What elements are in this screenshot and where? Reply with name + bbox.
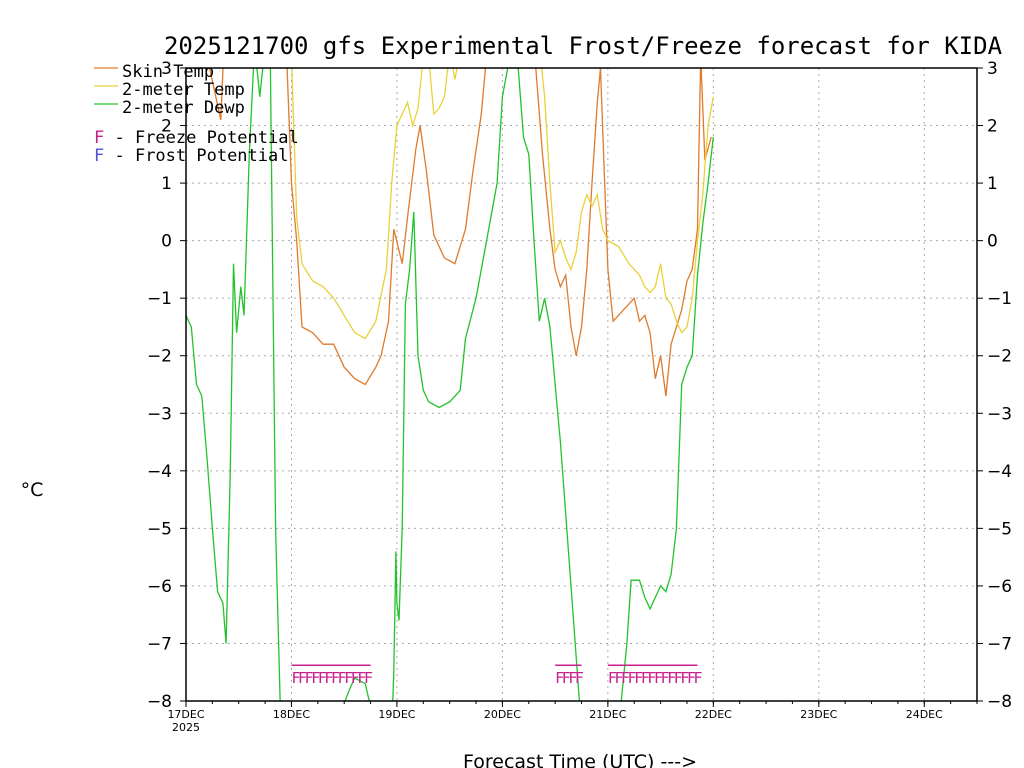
y-tick-label-left: −3	[147, 404, 172, 424]
y-tick-label-left: −8	[147, 692, 172, 712]
freeze-marker: F	[291, 669, 300, 687]
y-tick-label-left: −1	[147, 289, 172, 309]
y-tick-label-left: −7	[147, 634, 172, 654]
axes: 3 3 2 2 1 1 0 0 −1 −1 −2 −2 −3 −3 −4 −4 −5 −5 −6 −6 −7 −7 −8 −8…	[147, 59, 1012, 734]
y-tick-label-right: −4	[987, 462, 1012, 482]
freeze-marker: F	[324, 669, 333, 687]
legend-label: 2-meter Dewp	[122, 98, 245, 118]
series-line-2-meter-dewp	[186, 68, 714, 701]
x-tick-label: 20DEC	[484, 708, 521, 721]
freeze-marker: F	[614, 669, 623, 687]
chart-title: 2025121700 gfs Experimental Frost/Freeze…	[164, 32, 1003, 60]
freeze-marker: F	[628, 669, 637, 687]
y-tick-label-right: −7	[987, 634, 1012, 654]
freeze-marker: F	[608, 669, 617, 687]
y-tick-label-left: 3	[161, 59, 172, 79]
x-tick-label: 22DEC	[695, 708, 732, 721]
y-tick-label-right: 2	[987, 117, 998, 137]
y-axis-label: °C	[21, 479, 44, 501]
freeze-marker: F	[562, 669, 571, 687]
freeze-marker: F	[318, 669, 327, 687]
legend-marker-entry: F - Frost Potential	[94, 146, 288, 166]
freeze-marker: F	[305, 669, 314, 687]
x-tick-label: 18DEC	[273, 708, 310, 721]
series-layer	[186, 68, 714, 701]
y-tick-label-left: −4	[147, 462, 172, 482]
freeze-marker: F	[568, 669, 577, 687]
x-axis-label: Forecast Time (UTC) --->	[463, 751, 697, 768]
y-tick-label-left: 0	[161, 232, 172, 252]
freeze-marker: F	[338, 669, 347, 687]
x-tick-label: 24DEC	[906, 708, 943, 721]
freeze-marker: F	[621, 669, 630, 687]
freeze-marker: F	[357, 669, 366, 687]
freeze-marker: F	[364, 669, 373, 687]
series-line-skin-temp	[208, 68, 712, 397]
y-tick-label-right: 3	[987, 59, 998, 79]
legend-label: Skin Temp	[122, 62, 214, 82]
y-tick-label-right: −2	[987, 347, 1012, 367]
y-tick-label-left: 2	[161, 117, 172, 137]
freeze-marker: F	[667, 669, 676, 687]
y-tick-label-right: −8	[987, 692, 1012, 712]
freeze-marker: F	[344, 669, 353, 687]
freeze-marker: F	[311, 669, 320, 687]
legend-marker-symbol: F	[94, 146, 104, 166]
y-tick-label-right: −3	[987, 404, 1012, 424]
freeze-marker: F	[680, 669, 689, 687]
freeze-marker: F	[634, 669, 643, 687]
y-tick-label-right: −5	[987, 519, 1012, 539]
series-line-2-meter-temp	[291, 68, 714, 340]
legend-marker-label: - Freeze Potential	[104, 128, 298, 148]
freeze-marker: F	[641, 669, 650, 687]
freeze-marker: F	[555, 669, 564, 687]
plot-frame	[185, 67, 978, 702]
y-tick-label-left: 1	[161, 174, 172, 194]
y-tick-label-left: −2	[147, 347, 172, 367]
freeze-marker: F	[575, 669, 584, 687]
y-tick-label-right: −6	[987, 577, 1012, 597]
legend-marker-entry: F - Freeze Potential	[94, 128, 299, 148]
freeze-marker: F	[351, 669, 360, 687]
freeze-marker: F	[654, 669, 663, 687]
freeze-marker: F	[687, 669, 696, 687]
legend-marker-label: - Frost Potential	[104, 146, 288, 166]
legend-marker-symbol: F	[94, 128, 104, 148]
x-tick-sublabel: 2025	[172, 721, 200, 734]
y-tick-label-right: 1	[987, 174, 998, 194]
y-tick-label-right: −1	[987, 289, 1012, 309]
freeze-marker: F	[331, 669, 340, 687]
x-tick-label: 21DEC	[589, 708, 626, 721]
grid	[186, 68, 977, 701]
x-tick-label: 23DEC	[800, 708, 837, 721]
y-tick-label-left: −5	[147, 519, 172, 539]
y-tick-label-right: 0	[987, 232, 998, 252]
x-tick-label: 19DEC	[378, 708, 415, 721]
freeze-marker: F	[647, 669, 656, 687]
x-tick-label: 17DEC	[167, 708, 204, 721]
freeze-marker: F	[674, 669, 683, 687]
y-tick-label-left: −6	[147, 577, 172, 597]
freeze-marker: F	[694, 669, 703, 687]
legend-label: 2-meter Temp	[122, 80, 245, 100]
freeze-marker: F	[298, 669, 307, 687]
freeze-marker: F	[661, 669, 670, 687]
